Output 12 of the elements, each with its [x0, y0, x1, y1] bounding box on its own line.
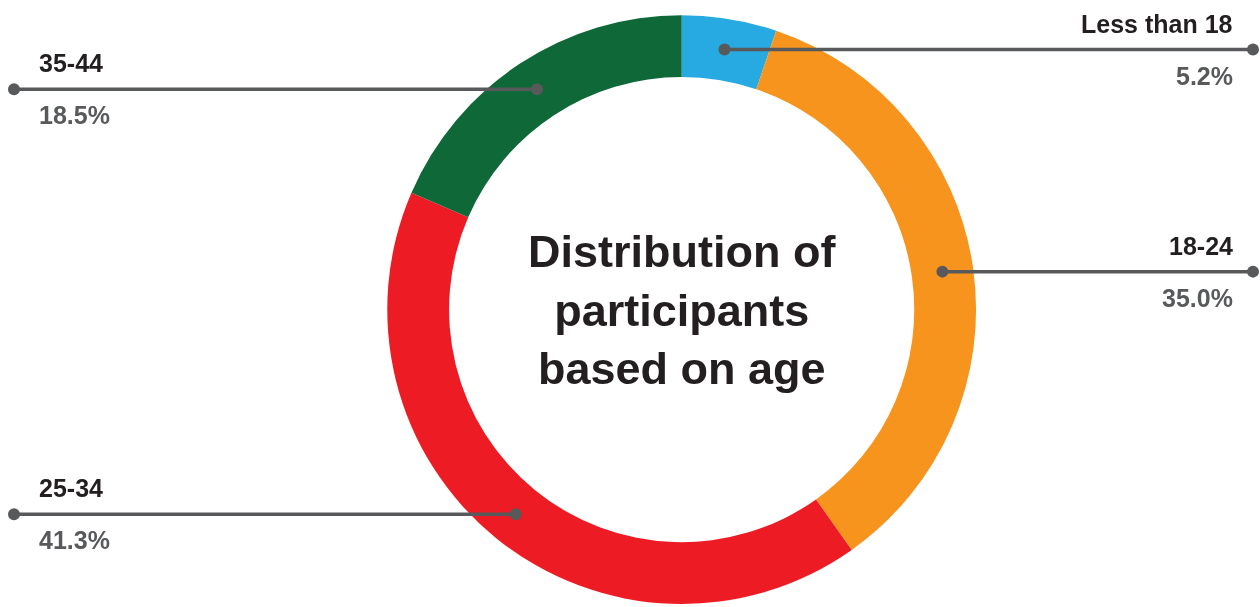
slice-label: 35-44 — [39, 49, 104, 77]
data-label: 35.0% — [1162, 284, 1233, 312]
donut-slice — [681, 15, 777, 90]
donut-slice — [387, 192, 852, 604]
slice-label: 25-34 — [39, 474, 104, 502]
data-label: 18.5% — [39, 101, 110, 129]
slice-label: Less than 18 — [1081, 10, 1233, 38]
text: Distribution of participants based on age — [528, 226, 837, 394]
slice-label: 18-24 — [1169, 232, 1234, 260]
data-label: 5.2% — [1176, 62, 1233, 90]
donut-slice — [411, 15, 682, 218]
data-label: 41.3% — [39, 526, 110, 554]
